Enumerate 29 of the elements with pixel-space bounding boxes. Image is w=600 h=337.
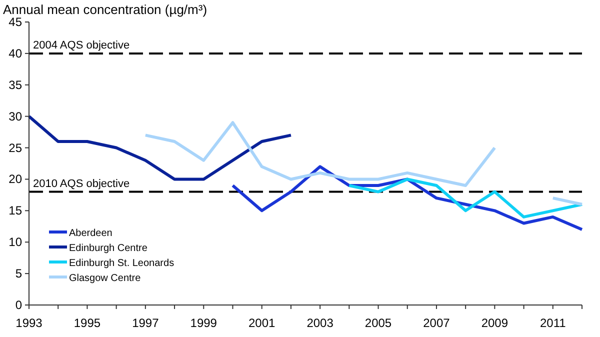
y-tick-label: 10: [8, 235, 22, 250]
y-tick-label: 25: [8, 140, 22, 155]
legend-label: Glasgow Centre: [69, 273, 142, 284]
legend-label: Edinburgh St. Leonards: [69, 258, 174, 269]
x-tick-label: 2011: [540, 316, 566, 330]
ref-line-label: 2004 AQS objective: [33, 39, 130, 52]
x-tick-label: 2007: [423, 316, 450, 330]
y-tick-label: 30: [8, 109, 22, 124]
y-tick-label: 20: [8, 172, 22, 186]
y-tick-label: 40: [8, 46, 22, 60]
x-tick-label: 2003: [306, 316, 334, 330]
y-tick-label: 5: [15, 266, 22, 281]
legend-label: Aberdeen: [69, 228, 112, 239]
y-tick-label: 45: [8, 15, 22, 29]
line-series: [28, 114, 292, 181]
x-tick-label: 1997: [132, 316, 160, 330]
legend-label: Edinburgh Centre: [69, 243, 148, 254]
line-series: [348, 178, 584, 218]
y-tick-label: 15: [8, 204, 22, 218]
x-tick-label: 1993: [16, 316, 43, 330]
y-axis-title: Annual mean concentration (µg/m³): [3, 2, 208, 17]
y-tick-label: 0: [15, 298, 22, 312]
ref-line-label: 2010 AQS objective: [33, 178, 130, 190]
x-tick-label: 1995: [74, 316, 101, 330]
x-tick-label: 1999: [190, 316, 218, 330]
y-tick-label: 35: [8, 78, 22, 92]
x-tick-label: 2009: [481, 316, 508, 330]
x-tick-label: 2005: [364, 316, 392, 330]
x-tick-label: 2001: [248, 316, 276, 330]
